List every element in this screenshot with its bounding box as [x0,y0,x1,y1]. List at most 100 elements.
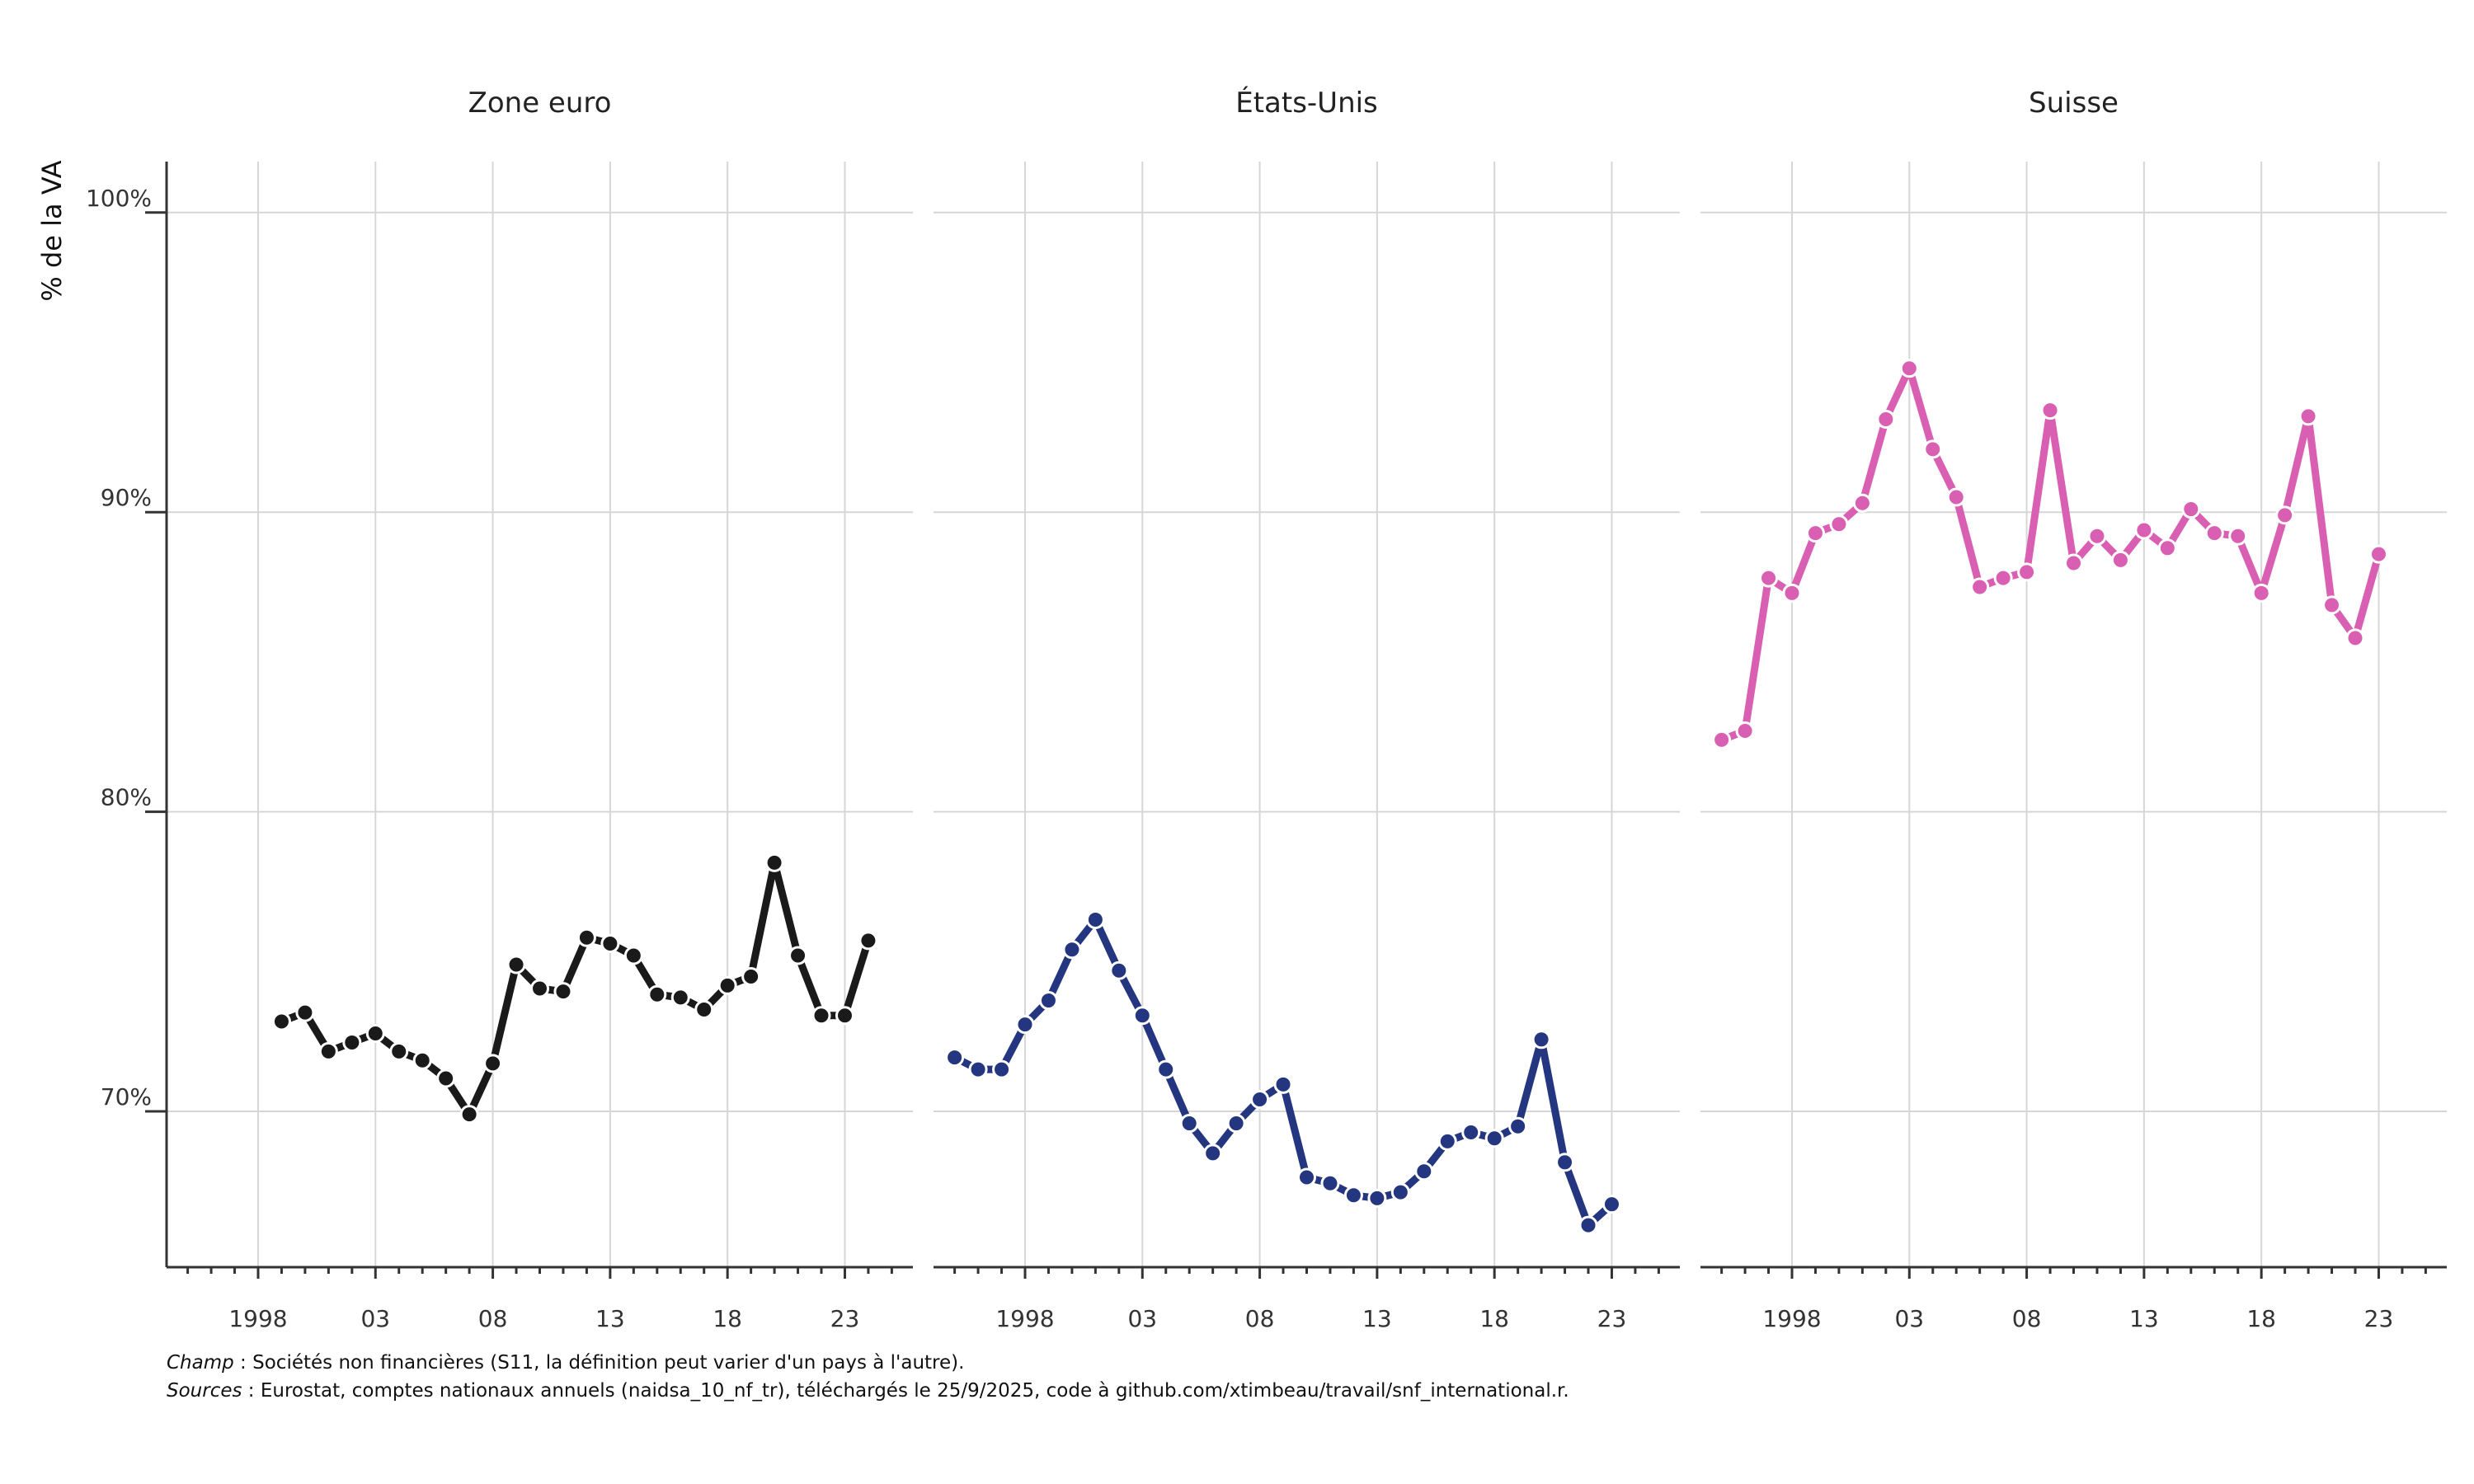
data-point [1852,493,1872,513]
data-point [1759,568,1779,588]
data-point [576,928,596,947]
data-point [1805,524,1825,543]
x-tick-label: 18 [1479,1305,1509,1332]
data-point [2064,553,2083,573]
data-point [992,1059,1012,1079]
x-tick-label: 03 [360,1305,390,1332]
data-point [1414,1162,1434,1181]
y-tick-label: 70% [101,1083,152,1111]
data-point [1109,960,1129,980]
data-point [318,1041,338,1061]
series-line [951,915,1616,1229]
data-point [1876,410,1896,430]
x-tick-label: 23 [1597,1305,1627,1332]
data-point [670,988,690,1007]
data-point [1015,1015,1035,1035]
data-point [2017,562,2037,582]
data-point [2298,406,2318,426]
data-point [1484,1129,1504,1148]
data-point [1320,1173,1340,1193]
facet-panel-3: Suisse 1998 03 08 13 18 23 [1700,87,2447,1332]
data-point [1062,940,1082,960]
data-point [1156,1059,1176,1079]
data-point [741,966,761,986]
data-point [1602,1195,1621,1214]
data-point [2157,538,2177,558]
caption-sources: Sources : Eurostat, comptes nationaux an… [167,1380,1569,1402]
data-point [365,1024,385,1044]
data-point [811,1006,831,1026]
facet-title: Suisse [2029,87,2119,120]
data-point [1390,1182,1410,1202]
caption-champ-text: : Sociétés non financières (S11, la défi… [233,1352,965,1374]
x-tick-label: 03 [1127,1305,1157,1332]
data-point [764,852,784,872]
facets: Zone euro 1998 03 08 13 18 23 70% 80% 90% 100% État… [86,86,2447,1332]
y-tick-label: 100% [86,185,152,212]
data-point [694,999,714,1019]
data-point [2087,526,2107,546]
caption-sources-text: : Eurostat, comptes nationaux annuels (n… [242,1380,1569,1402]
x-tick-label: 23 [2364,1305,2394,1332]
data-point [1038,991,1058,1011]
caption-champ-label: Champ [167,1352,234,1374]
data-point [2110,550,2130,570]
data-point [1367,1188,1387,1208]
y-axis-label: % de la VA [36,160,68,301]
data-point [717,975,737,995]
caption-sources-label: Sources [167,1380,242,1402]
data-point [1555,1153,1575,1172]
data-point [436,1068,456,1088]
x-tick-label: 03 [1894,1305,1924,1332]
data-point [1343,1186,1363,1205]
data-point [2181,500,2201,519]
data-point [647,984,667,1004]
x-tick-label: 08 [1245,1305,1275,1332]
data-point [271,1012,291,1031]
x-tick-label: 08 [2012,1305,2042,1332]
data-point [1578,1215,1598,1235]
data-point [1132,1006,1152,1026]
data-point [506,955,526,974]
x-tick-label: 13 [595,1305,625,1332]
facet-title: Zone euro [468,87,612,120]
data-point [1461,1122,1481,1142]
data-point [945,1048,965,1068]
data-point [342,1032,362,1052]
data-point [2345,628,2365,648]
data-point [1085,909,1105,929]
caption-champ: Champ : Sociétés non financières (S11, l… [167,1352,964,1374]
x-tick-label: 1998 [995,1305,1054,1332]
data-point [1993,568,2013,588]
x-tick-label: 1998 [1762,1305,1821,1332]
data-point [1226,1114,1246,1134]
data-point [412,1050,432,1070]
data-point [2040,401,2060,420]
data-point [1297,1167,1316,1187]
data-point [1179,1114,1199,1134]
data-point [530,979,549,998]
data-point [1735,721,1755,740]
data-point [2322,595,2342,615]
data-point [1437,1131,1457,1151]
series-line [277,858,872,1119]
x-tick-label: 18 [2246,1305,2276,1332]
data-point [295,1003,315,1022]
data-point [623,946,643,965]
data-point [2204,524,2224,543]
data-point [1250,1089,1270,1109]
x-tick-label: 1998 [228,1305,287,1332]
data-point [1508,1116,1528,1136]
data-point [858,931,878,951]
data-point [600,934,620,954]
data-point [968,1059,988,1079]
data-point [2368,544,2388,564]
y-tick-label: 80% [101,784,152,811]
x-tick-label: 13 [1362,1305,1392,1332]
data-point [2228,526,2248,546]
data-point [1531,1030,1551,1050]
data-point [1782,583,1802,603]
data-point [1273,1074,1293,1094]
data-point [483,1054,503,1073]
